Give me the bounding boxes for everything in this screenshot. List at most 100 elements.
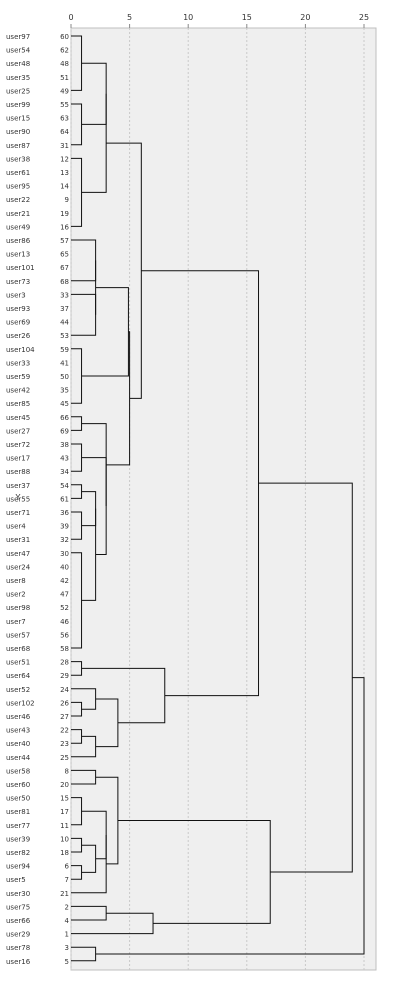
leaf-name: user54 <box>6 47 31 55</box>
tick-label-10: 10 <box>183 13 193 22</box>
leaf-id: 32 <box>60 536 69 544</box>
leaf-name: user82 <box>6 849 30 857</box>
leaf-id: 7 <box>65 876 69 884</box>
leaf-name: user16 <box>6 958 31 966</box>
leaf-id: 12 <box>60 155 69 163</box>
leaf-id: 55 <box>60 101 69 109</box>
tick-label-20: 20 <box>300 13 310 22</box>
leaf-name: user43 <box>6 727 30 735</box>
leaf-id: 2 <box>65 903 69 911</box>
dendrogram-links <box>71 35 365 962</box>
leaf-name: user99 <box>6 101 30 109</box>
leaf-id: 62 <box>60 47 69 55</box>
leaf-name: user27 <box>6 427 30 435</box>
leaf-name: user50 <box>6 795 30 803</box>
plot-area <box>70 27 377 971</box>
leaf-name: user78 <box>6 944 30 952</box>
leaf-name: user68 <box>6 645 30 653</box>
leaf-id: 20 <box>60 781 69 789</box>
leaf-name: user25 <box>6 87 30 95</box>
leaf-name: user30 <box>6 890 30 898</box>
leaf-id: 34 <box>60 468 69 476</box>
leaf-id: 68 <box>60 278 69 286</box>
leaf-name: user86 <box>6 237 31 245</box>
leaf-name: user58 <box>6 767 30 775</box>
x-axis-ticks: 0 5 10 15 20 25 <box>68 13 369 28</box>
leaf-id: 37 <box>60 305 69 313</box>
leaf-name: user7 <box>6 618 26 626</box>
leaf-id: 28 <box>60 659 69 667</box>
leaf-name: user73 <box>6 278 30 286</box>
leaf-name: user85 <box>6 400 30 408</box>
leaf-id: 50 <box>60 373 69 381</box>
leaf-name: user3 <box>6 291 26 299</box>
leaf-name: user8 <box>6 577 26 585</box>
leaf-name: user93 <box>6 305 30 313</box>
dendrogram-link <box>81 423 107 507</box>
leaf-name: user4 <box>6 523 26 531</box>
plot-background <box>70 27 377 971</box>
leaf-id: 14 <box>60 183 69 191</box>
leaf-id: 47 <box>60 591 69 599</box>
leaf-name: user26 <box>6 332 31 340</box>
leaf-id: 46 <box>60 618 69 626</box>
leaf-id: 57 <box>60 237 69 245</box>
leaf-id: 16 <box>60 223 69 231</box>
leaf-id: 13 <box>60 169 69 177</box>
tick-label-25: 25 <box>359 13 369 22</box>
leaf-name: user39 <box>6 835 30 843</box>
leaf-id: 39 <box>60 523 69 531</box>
leaf-name: user40 <box>6 740 30 748</box>
leaf-id: 49 <box>60 87 69 95</box>
leaf-name: user69 <box>6 319 30 327</box>
leaf-name: user75 <box>6 903 30 911</box>
leaf-id: 67 <box>60 264 69 272</box>
leaf-name: user35 <box>6 74 30 82</box>
leaf-name: user21 <box>6 210 30 218</box>
leaf-name: user47 <box>6 550 30 558</box>
leaf-name: user38 <box>6 155 30 163</box>
leaf-id: 3 <box>65 944 69 952</box>
leaf-name: user51 <box>6 659 30 667</box>
leaf-name: user31 <box>6 536 30 544</box>
leaf-id: 22 <box>60 727 69 735</box>
leaf-name: user87 <box>6 142 30 150</box>
leaf-name: user98 <box>6 604 30 612</box>
dendrogram-link <box>95 677 365 955</box>
leaf-name: user101 <box>6 264 35 272</box>
leaf-id: 56 <box>60 631 69 639</box>
leaf-id: 31 <box>60 142 69 150</box>
leaf-id: 35 <box>60 387 69 395</box>
leaf-id: 36 <box>60 509 69 517</box>
leaf-name: user5 <box>6 876 26 884</box>
leaf-id: 29 <box>60 672 69 680</box>
leaf-name: user66 <box>6 917 31 925</box>
leaf-name: user44 <box>6 754 31 762</box>
leaf-id: 48 <box>60 60 69 68</box>
leaf-name: user57 <box>6 631 30 639</box>
leaf-id: 15 <box>60 795 69 803</box>
dendrogram-link <box>81 508 97 601</box>
leaf-id: 38 <box>60 441 69 449</box>
leaf-name: user37 <box>6 482 30 490</box>
tick-label-5: 5 <box>127 13 132 22</box>
leaf-id: 65 <box>60 251 69 259</box>
leaf-name: user22 <box>6 196 30 204</box>
leaf-name: user46 <box>6 713 31 721</box>
leaf-id: 43 <box>60 455 69 463</box>
leaf-name: user17 <box>6 455 30 463</box>
dendrogram-link <box>71 835 107 894</box>
leaf-id: 52 <box>60 604 69 612</box>
leaf-id: 27 <box>60 713 69 721</box>
leaf-name: user104 <box>6 346 35 354</box>
leaf-name: user55 <box>6 495 30 503</box>
leaf-id: 18 <box>60 849 69 857</box>
leaf-name: user77 <box>6 822 30 830</box>
tick-label-15: 15 <box>242 13 252 22</box>
leaf-id: 21 <box>60 890 69 898</box>
leaf-id: 59 <box>60 346 69 354</box>
leaf-id: 8 <box>65 767 69 775</box>
leaf-name: user94 <box>6 863 31 871</box>
leaf-id: 19 <box>60 210 69 218</box>
